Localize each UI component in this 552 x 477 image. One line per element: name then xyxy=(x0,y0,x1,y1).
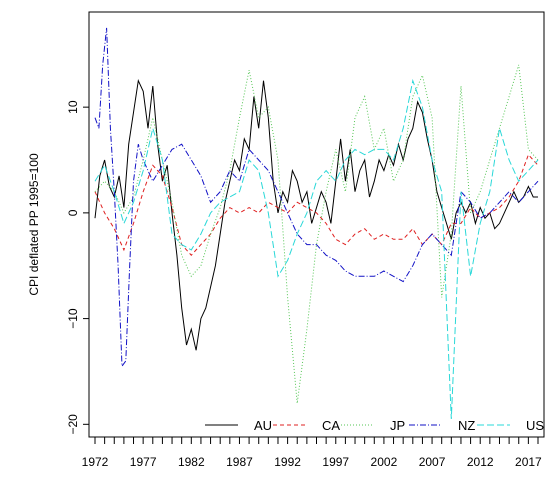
x-tick-label: 2012 xyxy=(467,455,494,469)
series-line-ca xyxy=(94,153,539,256)
x-tick-label: 1997 xyxy=(322,455,349,469)
y-tick-label: 10 xyxy=(66,100,80,114)
legend-label-ca: CA xyxy=(322,418,340,433)
series-line-nz xyxy=(94,27,539,368)
legend-label-au: AU xyxy=(254,418,272,433)
series-line-jp xyxy=(94,64,539,404)
y-tick-label: −10 xyxy=(66,308,80,329)
series-line-us xyxy=(94,78,539,420)
x-tick-label: 1982 xyxy=(178,455,205,469)
x-axis: 1972 1977 1982 1987 1992 1997 2002 2007 2012 2017 xyxy=(82,437,542,469)
series-line-au xyxy=(94,78,538,351)
legend-label-us: US xyxy=(526,418,544,433)
y-axis-label: CPI deflated PP 1995=100 xyxy=(27,153,41,296)
x-tick-label: 1987 xyxy=(226,455,253,469)
y-axis: −20 −10 0 10 xyxy=(66,100,89,434)
x-tick-label: 2007 xyxy=(419,455,446,469)
legend-label-jp: JP xyxy=(390,418,405,433)
plot-frame xyxy=(88,11,545,438)
x-tick-label: 1972 xyxy=(82,455,109,469)
legend: AU CA JP NZ US xyxy=(205,418,544,433)
y-tick-label: 0 xyxy=(66,209,80,216)
x-tick-label: 2017 xyxy=(515,455,542,469)
x-tick-label: 2002 xyxy=(371,455,398,469)
series-layer xyxy=(94,27,539,420)
x-tick-label: 1992 xyxy=(274,455,301,469)
y-tick-label: −20 xyxy=(66,414,80,435)
x-tick-label: 1977 xyxy=(130,455,157,469)
legend-label-nz: NZ xyxy=(458,418,475,433)
